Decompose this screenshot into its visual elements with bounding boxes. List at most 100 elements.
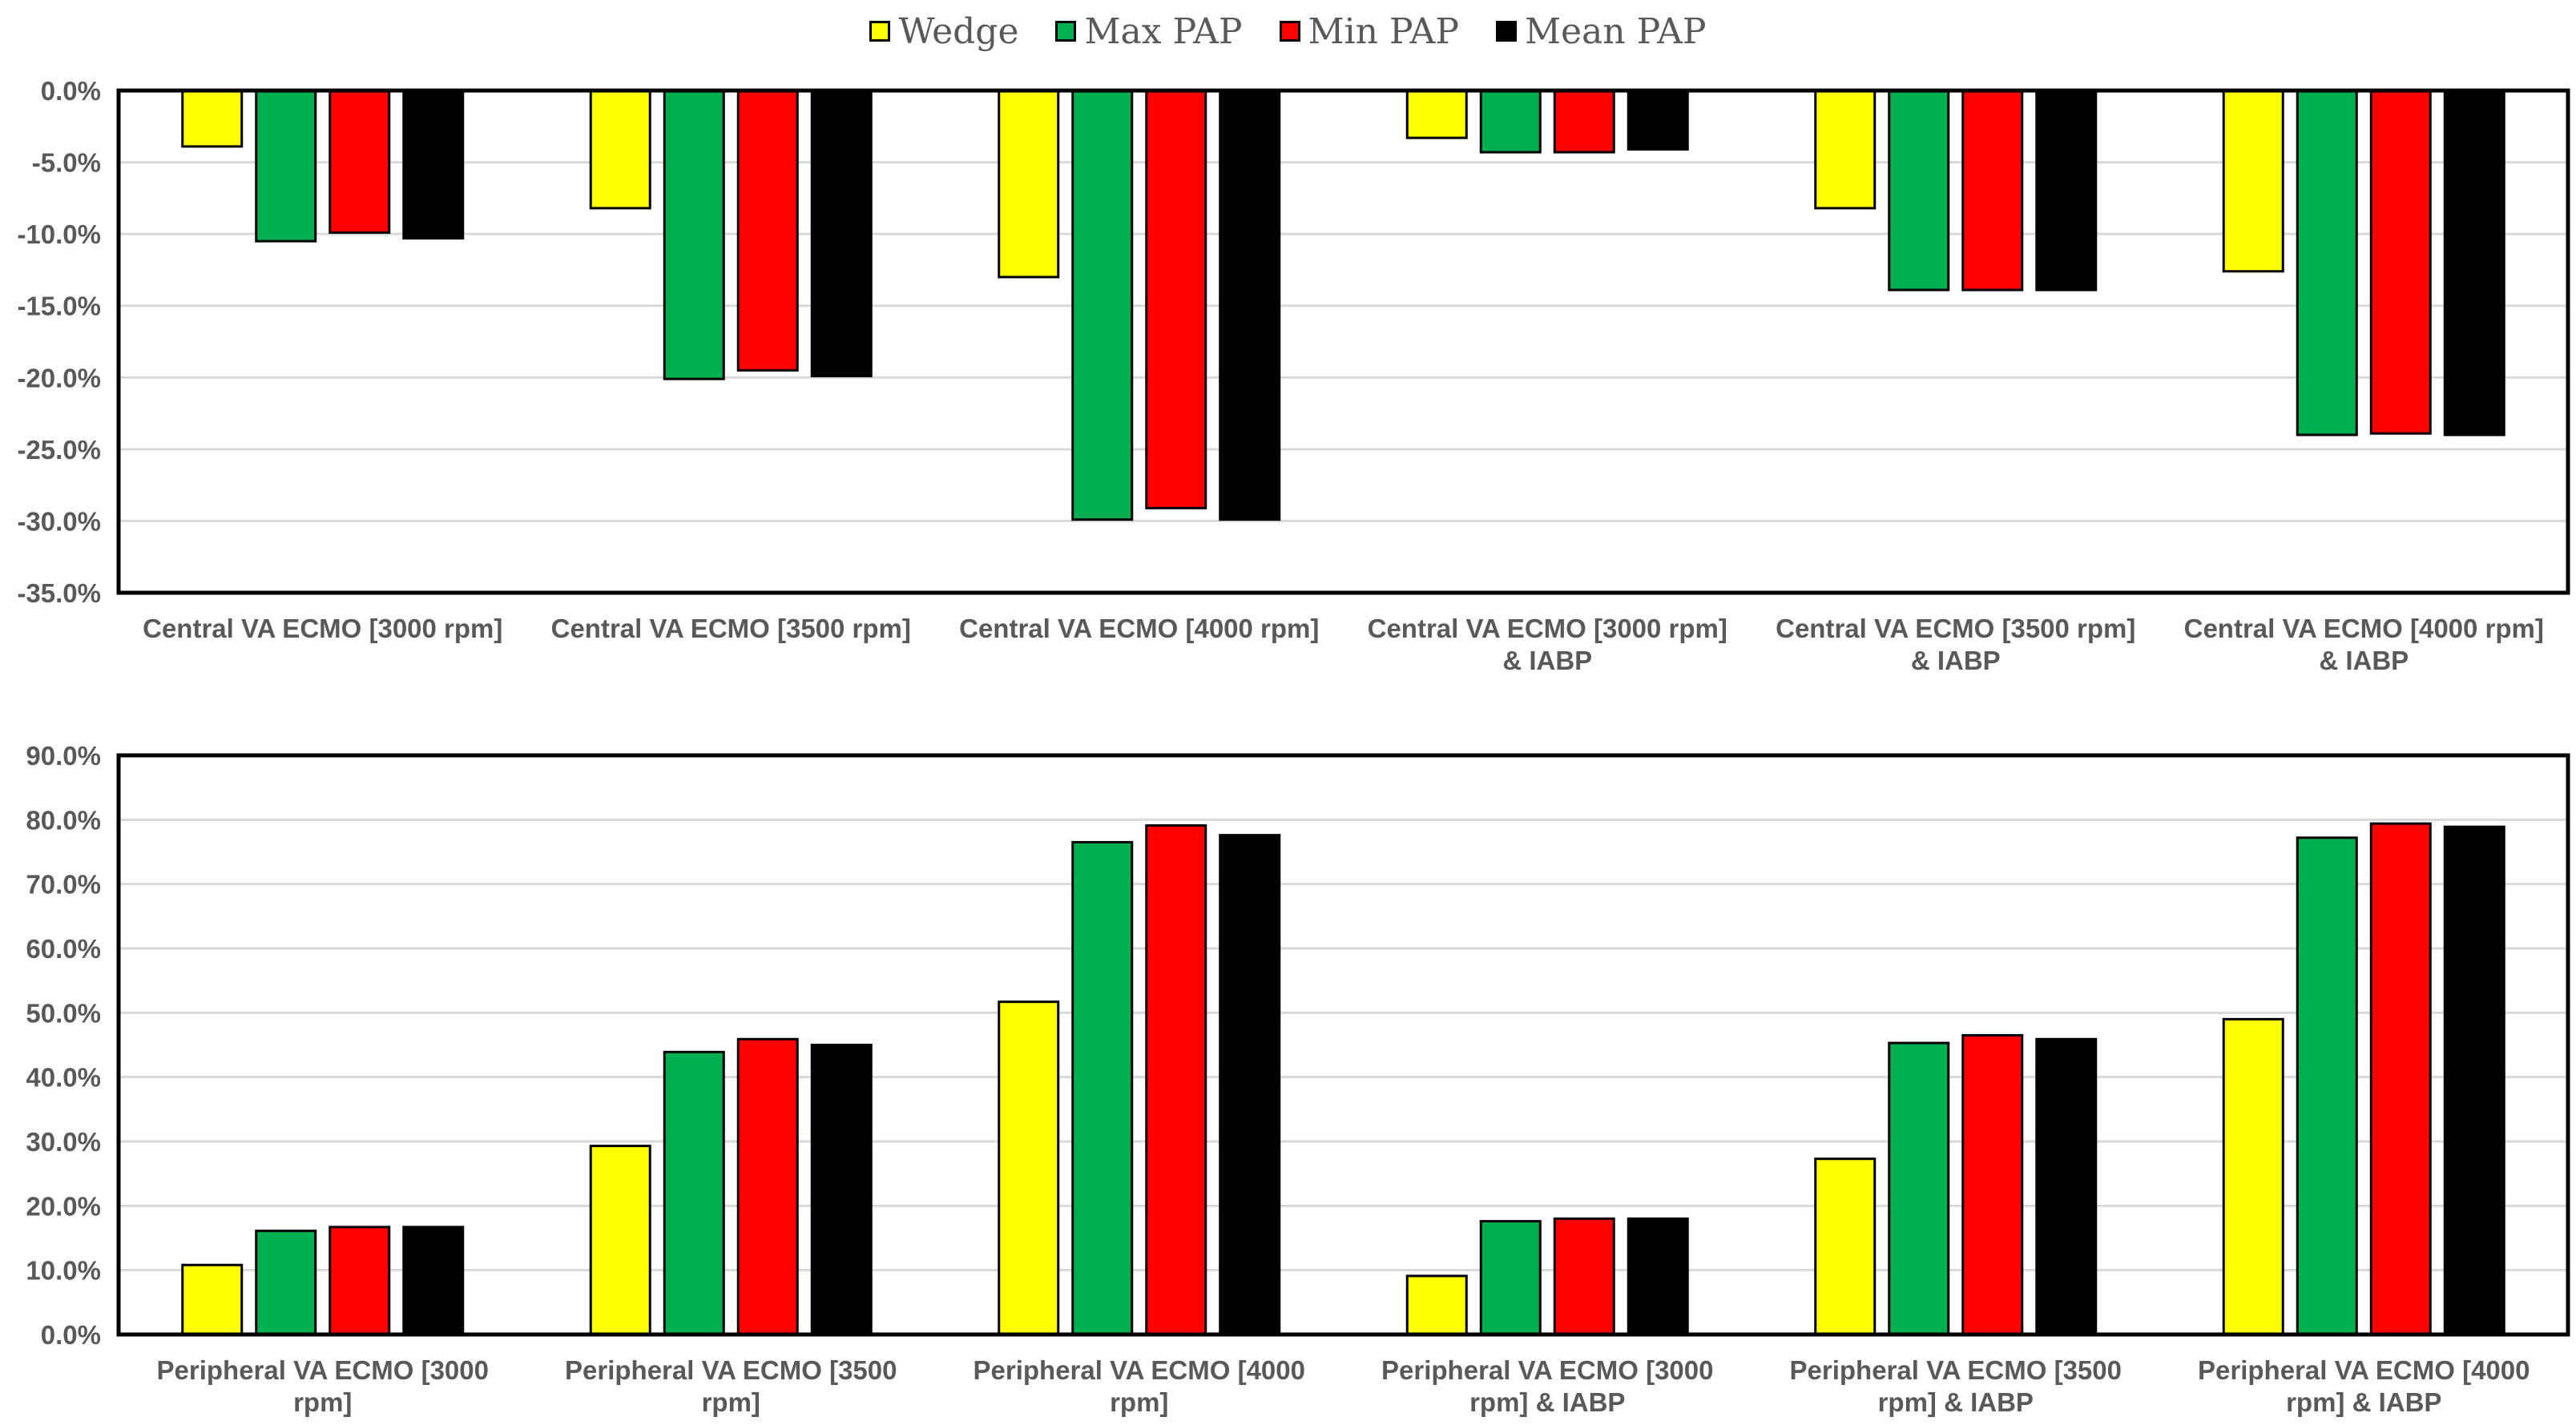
bar-wedge bbox=[589, 1145, 651, 1336]
legend-item: Mean PAP bbox=[1495, 10, 1707, 52]
legend-item: Wedge bbox=[869, 11, 1018, 52]
y-tick-label: -20.0% bbox=[17, 363, 101, 392]
x-category-label-line: rpm] bbox=[1110, 1387, 1168, 1417]
bar-mean-pap bbox=[1627, 1217, 1689, 1336]
x-category-label-line: Central VA ECMO [3500 rpm] bbox=[1776, 614, 2135, 643]
y-tick-label: 0.0% bbox=[41, 1320, 101, 1350]
bar-wedge bbox=[2222, 1017, 2284, 1336]
bar-max-pap bbox=[1888, 89, 1950, 292]
bar-wedge bbox=[589, 89, 651, 210]
x-category-label: Peripheral VA ECMO [3000 rpm] bbox=[157, 1355, 489, 1417]
y-tick-label: 20.0% bbox=[26, 1191, 101, 1221]
legend-label: Max PAP bbox=[1084, 10, 1243, 52]
x-category-label-line: & IABP bbox=[2319, 646, 2409, 675]
bar-min-pap bbox=[1145, 89, 1207, 509]
y-tick-label: -25.0% bbox=[17, 435, 101, 465]
x-category-label: Central VA ECMO [3000 rpm] & IABP bbox=[1368, 614, 1727, 675]
legend-label: Mean PAP bbox=[1524, 10, 1707, 52]
y-tick-label: -30.0% bbox=[17, 506, 101, 536]
legend-item: Min PAP bbox=[1279, 10, 1459, 52]
y-tick-label: 40.0% bbox=[26, 1063, 101, 1093]
bar-wedge bbox=[1814, 89, 1877, 210]
x-category-label-line: Peripheral VA ECMO [3000 bbox=[1381, 1355, 1713, 1385]
y-tick-label: -5.0% bbox=[32, 148, 101, 178]
bar-wedge bbox=[1405, 89, 1468, 139]
bar-mean-pap bbox=[402, 89, 465, 240]
bar-max-pap bbox=[1479, 89, 1542, 154]
bar-mean-pap bbox=[810, 89, 873, 377]
bar-max-pap bbox=[1071, 89, 1134, 521]
bar-max-pap bbox=[1071, 840, 1134, 1336]
bar-mean-pap bbox=[2035, 1037, 2098, 1336]
x-category-label: Central VA ECMO [3500 rpm] bbox=[551, 614, 911, 643]
bar-mean-pap bbox=[2443, 89, 2505, 437]
bar-min-pap bbox=[1553, 89, 1615, 154]
x-category-label-line: Peripheral VA ECMO [4000 bbox=[974, 1355, 1305, 1385]
x-category-label-line: Peripheral VA ECMO [4000 bbox=[2198, 1355, 2530, 1385]
x-category-label-line: Peripheral VA ECMO [3000 bbox=[157, 1355, 489, 1385]
bar-min-pap bbox=[2369, 822, 2432, 1336]
x-category-label: Peripheral VA ECMO [3500 rpm] bbox=[565, 1355, 897, 1417]
bar-max-pap bbox=[1479, 1220, 1542, 1336]
chart-1: 0.0% -5.0% -10.0% -15.0% -20.0% -25.0% -30.0% -… bbox=[17, 76, 2570, 675]
bar-min-pap bbox=[1961, 1033, 2024, 1336]
x-category-label-line: Central VA ECMO [4000 rpm] bbox=[2184, 614, 2544, 643]
bar-wedge bbox=[2222, 89, 2284, 273]
y-tick-label: 50.0% bbox=[26, 998, 101, 1028]
bar-mean-pap bbox=[1219, 834, 1281, 1336]
x-category-label-line: & IABP bbox=[1911, 646, 2001, 675]
y-tick-label: 80.0% bbox=[26, 805, 101, 835]
plot-area-border bbox=[116, 753, 2570, 1337]
bar-min-pap bbox=[1145, 824, 1207, 1336]
x-category-label: Peripheral VA ECMO [4000 rpm] & IABP bbox=[2198, 1355, 2530, 1417]
x-category-label-line: Peripheral VA ECMO [3500 bbox=[1790, 1355, 2122, 1385]
bar-max-pap bbox=[255, 89, 317, 243]
x-category-label-line: rpm] & IABP bbox=[2286, 1387, 2441, 1417]
bar-wedge bbox=[998, 89, 1060, 279]
bar-min-pap bbox=[329, 1226, 391, 1336]
bar-min-pap bbox=[1553, 1217, 1615, 1336]
bar-mean-pap bbox=[402, 1226, 465, 1336]
x-category-label-line: rpm] & IABP bbox=[1469, 1387, 1625, 1417]
legend-swatch bbox=[1495, 21, 1517, 42]
x-category-label-line: Central VA ECMO [3000 rpm] bbox=[1368, 614, 1727, 643]
legend-label: Wedge bbox=[898, 10, 1019, 52]
bar-min-pap bbox=[1961, 89, 2024, 292]
bar-mean-pap bbox=[2035, 89, 2098, 292]
x-category-label: Central VA ECMO [4000 rpm] bbox=[959, 614, 1319, 643]
bar-mean-pap bbox=[1219, 89, 1281, 521]
bar-max-pap bbox=[2296, 836, 2358, 1336]
legend-swatch bbox=[1055, 21, 1077, 42]
y-tick-label: -35.0% bbox=[17, 578, 101, 608]
bar-max-pap bbox=[255, 1230, 317, 1336]
y-tick-label: 70.0% bbox=[26, 870, 101, 900]
y-tick-label: -15.0% bbox=[17, 292, 101, 321]
x-category-label-line: rpm] bbox=[702, 1387, 760, 1417]
x-category-label: Peripheral VA ECMO [3500 rpm] & IABP bbox=[1790, 1355, 2122, 1417]
chart-legend: Wedge Max PAP Min PAP Mean PAP bbox=[0, 6, 2576, 56]
bar-mean-pap bbox=[1627, 89, 1689, 151]
bar-wedge bbox=[1405, 1274, 1468, 1336]
bar-min-pap bbox=[736, 89, 799, 372]
bar-mean-pap bbox=[2443, 825, 2505, 1336]
bar-max-pap bbox=[2296, 89, 2358, 437]
x-category-label: Central VA ECMO [3000 rpm] bbox=[143, 614, 502, 643]
bar-wedge bbox=[998, 1000, 1060, 1336]
bar-wedge bbox=[1814, 1157, 1877, 1336]
legend-label: Min PAP bbox=[1308, 10, 1459, 52]
legend-swatch bbox=[1279, 21, 1300, 42]
y-tick-label: 90.0% bbox=[26, 741, 101, 771]
x-category-label: Peripheral VA ECMO [3000 rpm] & IABP bbox=[1381, 1355, 1713, 1417]
plot-area-border bbox=[116, 88, 2570, 595]
bar-mean-pap bbox=[810, 1044, 873, 1336]
bar-max-pap bbox=[663, 89, 725, 380]
y-tick-label: 10.0% bbox=[26, 1256, 101, 1286]
bar-wedge bbox=[181, 1263, 244, 1336]
bar-wedge bbox=[181, 89, 244, 148]
x-category-label-line: Central VA ECMO [4000 rpm] bbox=[959, 614, 1319, 643]
x-category-label-line: rpm] bbox=[293, 1387, 352, 1417]
bar-min-pap bbox=[2369, 89, 2432, 435]
bar-min-pap bbox=[329, 89, 391, 234]
x-category-label-line: Central VA ECMO [3500 rpm] bbox=[551, 614, 911, 643]
